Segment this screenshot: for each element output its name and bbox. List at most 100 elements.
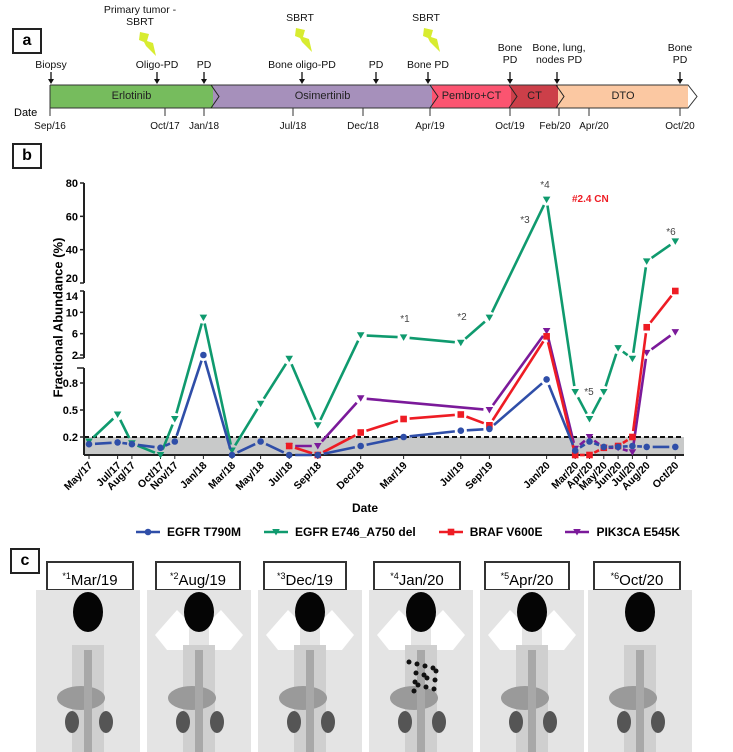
series-line-segment [579, 439, 586, 446]
timeline-event-label: Bone PD [497, 42, 523, 66]
y-tick-label: 80 [66, 178, 78, 190]
data-point [285, 442, 293, 450]
data-point [542, 328, 551, 335]
lesion [431, 686, 437, 692]
data-point [400, 415, 407, 423]
series-line-segment [464, 320, 486, 340]
x-tick-label: Jan/18 [178, 460, 210, 492]
data-point [628, 355, 637, 363]
y-tick-label: 2 [72, 350, 78, 362]
legend-item: BRAF V600E [438, 525, 542, 539]
lightning-bolt-icon [423, 28, 440, 52]
legend-label: EGFR E746_A750 del [295, 525, 416, 539]
brain-uptake [517, 592, 547, 632]
lesion [414, 661, 420, 667]
data-point [457, 339, 465, 347]
date-tick-label: Jan/18 [188, 121, 220, 132]
series-line-segment [631, 333, 648, 432]
panel-c-label: c [10, 548, 40, 574]
y-tick-label: 0.2 [63, 432, 78, 444]
date-tick-label: Dec/18 [347, 121, 379, 132]
down-arrow-icon [373, 72, 379, 84]
series-line-segment [409, 336, 455, 344]
scan-date-label: *4Jan/20 [373, 561, 461, 591]
y-tick-label: 14 [66, 291, 79, 303]
timeline-event-label: Bone PD [667, 42, 693, 66]
timeline-event-label: Oligo-PD [135, 59, 179, 71]
pet-scan-image [369, 590, 473, 752]
lesion [411, 688, 417, 694]
y-tick-label: 20 [66, 273, 78, 285]
scan-date: Apr/20 [509, 572, 554, 589]
series-line-segment [262, 363, 288, 400]
series-line-segment [546, 341, 576, 450]
treatment-pembro-ct: Pembro+CT [432, 85, 511, 108]
data-point [672, 443, 679, 451]
data-point [614, 443, 622, 451]
x-axis-label: Date [352, 501, 379, 515]
data-point [486, 425, 493, 433]
x-tick-label: May/17 [62, 460, 95, 493]
data-point [671, 238, 680, 245]
pet-scan-image [480, 590, 584, 752]
series-egfr-t790m [85, 351, 679, 459]
scan-marker: *4 [390, 571, 399, 581]
pet-scan-image [36, 590, 140, 752]
series-line-segment [593, 442, 600, 447]
series-line-segment [490, 204, 546, 313]
data-point [586, 438, 593, 445]
down-arrow-icon [299, 72, 305, 84]
y-tick-label: 40 [66, 245, 78, 257]
data-point [171, 416, 179, 423]
chart-annotation: *2 [457, 312, 467, 323]
series-line-segment [164, 442, 171, 447]
series-line-segment [322, 434, 356, 454]
date-tick-label: Sep/16 [34, 121, 66, 132]
data-point [314, 422, 322, 429]
series-line-segment [547, 384, 575, 446]
legend-marker [272, 529, 280, 536]
date-tick-label: Oct/19 [495, 121, 525, 132]
series-line-segment [631, 267, 648, 353]
legend-item: PIK3CA E545K [564, 525, 680, 539]
scan-date-label: *5Apr/20 [484, 561, 570, 591]
series-egfr-e746-a750-del [85, 196, 680, 459]
series-line-segment [622, 350, 629, 357]
series-line-segment [650, 243, 672, 259]
series-line-segment [622, 448, 629, 453]
data-point [400, 433, 407, 441]
lesion [421, 672, 427, 678]
series-line-segment [465, 415, 485, 425]
data-point [114, 439, 121, 446]
series-line-segment [94, 441, 112, 446]
data-point [614, 345, 622, 352]
treatment-dto: DTO [558, 85, 688, 108]
data-point [642, 258, 651, 265]
x-tick-label: May/18 [233, 460, 266, 493]
data-point [285, 355, 293, 363]
chart-annotation: *5 [584, 387, 594, 398]
timeline-event-label: PD [368, 59, 384, 71]
series-braf-v600e [285, 287, 679, 459]
x-tick-label: Jul/18 [266, 460, 296, 490]
series-line-segment [493, 382, 543, 426]
lesion [423, 684, 429, 690]
data-point [629, 442, 636, 450]
data-point [113, 411, 122, 418]
data-point [285, 451, 293, 459]
timeline-event-label: Bone oligo-PD [268, 59, 336, 71]
series-line-segment [650, 334, 672, 351]
data-point [356, 395, 365, 402]
data-point [485, 314, 494, 322]
data-point [157, 444, 164, 452]
data-point [585, 416, 594, 423]
down-arrow-icon [507, 72, 513, 84]
legend-marker-icon [565, 529, 590, 536]
scan-date: Oct/20 [619, 572, 664, 589]
series-line-segment [265, 442, 285, 454]
data-point [357, 429, 364, 436]
x-tick-label: Mar/18 [206, 460, 238, 492]
legend-label: PIK3CA E545K [596, 525, 681, 539]
data-point [600, 389, 608, 396]
